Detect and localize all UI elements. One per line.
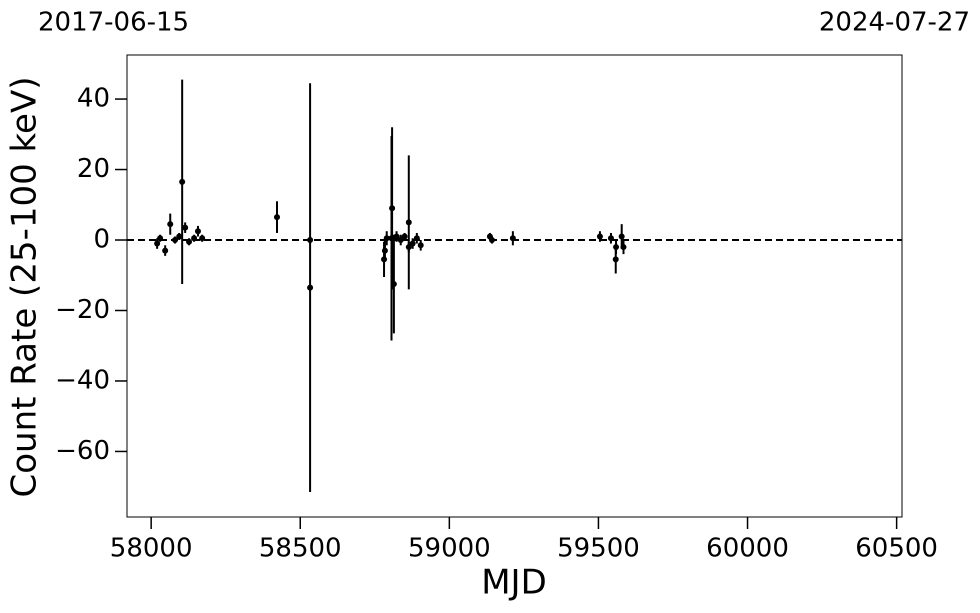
y-tick-label: 0 [93, 225, 110, 255]
y-tick-label: 20 [77, 154, 110, 184]
x-tick-label: 58000 [110, 534, 193, 564]
data-point [167, 221, 174, 228]
data-point [182, 224, 189, 231]
x-tick-label: 58500 [259, 534, 342, 564]
data-point [162, 247, 169, 254]
data-point [509, 235, 516, 242]
top-right-date: 2024-07-27 [819, 8, 970, 38]
data-point [607, 235, 614, 242]
y-tick-label: 40 [77, 84, 110, 114]
data-point [381, 247, 388, 254]
x-tick-label: 60500 [855, 534, 938, 564]
x-axis-label: MJD [481, 563, 547, 603]
y-tick-label: −40 [55, 365, 110, 395]
y-tick-label: −20 [55, 295, 110, 325]
data-point [405, 219, 412, 226]
data-point [613, 244, 620, 251]
data-point [157, 235, 164, 242]
data-point [191, 235, 198, 242]
data-point [390, 281, 397, 288]
data-point [383, 235, 390, 242]
data-point [154, 240, 161, 247]
data-point [409, 240, 416, 247]
data-point [176, 233, 183, 240]
data-point [596, 233, 603, 240]
data-point [618, 233, 625, 240]
x-tick-label: 60000 [706, 534, 789, 564]
plot-frame [126, 54, 903, 518]
x-tick-label: 59000 [408, 534, 491, 564]
data-point [417, 242, 424, 249]
data-point [612, 256, 619, 263]
data-point [194, 228, 201, 235]
data-point [273, 214, 280, 221]
data-point [172, 237, 179, 244]
data-point [488, 237, 495, 244]
data-point [397, 237, 404, 244]
y-tick-label: −60 [55, 436, 110, 466]
top-left-date: 2017-06-15 [38, 8, 189, 38]
data-point [307, 284, 314, 291]
y-axis-label: Count Rate (25-100 keV) [5, 77, 45, 498]
data-point [405, 244, 412, 251]
data-point [199, 235, 206, 242]
data-point [186, 238, 193, 245]
data-point [389, 205, 396, 212]
x-tick-label: 59500 [557, 534, 640, 564]
data-point [393, 233, 400, 240]
data-point [179, 178, 186, 185]
data-point [413, 235, 420, 242]
data-point [620, 244, 627, 251]
data-point [401, 233, 408, 240]
